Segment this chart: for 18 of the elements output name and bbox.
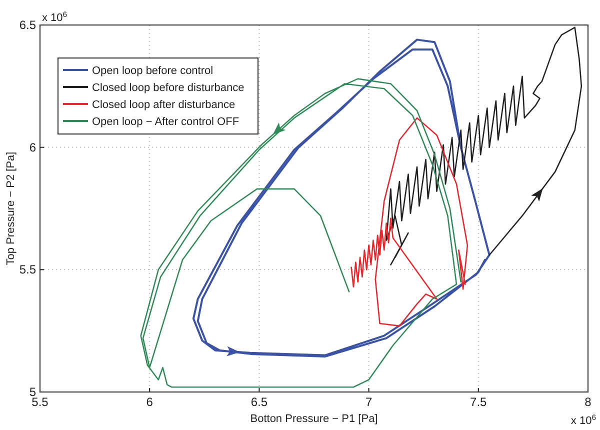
x-tick-label: 6.5 <box>250 395 268 409</box>
y-tick-label: 6 <box>29 140 36 154</box>
legend-label: Open loop before control <box>92 65 214 77</box>
legend-label: Closed loop before disturbance <box>92 82 244 94</box>
x-axis-title: Botton Pressure − P1 [Pa] <box>250 413 378 425</box>
y-tick-label: 6.5 <box>19 18 36 32</box>
legend-label: Open loop − After control OFF <box>92 116 240 128</box>
y-axis-title: Top Pressure − P2 [Pa] <box>5 152 17 266</box>
x-tick-label: 6 <box>146 395 154 409</box>
x-tick-label: 8 <box>584 395 592 409</box>
x-tick-label: 7.5 <box>470 395 488 409</box>
text: x 10$^{6}$ <box>42 10 68 24</box>
text: x 10$^{6}$ <box>570 412 596 427</box>
y-tick-label: 5 <box>29 385 36 399</box>
y-tick-label: 5.5 <box>19 262 36 277</box>
line-series <box>350 117 468 327</box>
x-tick-label: 7 <box>365 395 372 409</box>
legend-label: Closed loop after disturbance <box>92 99 236 111</box>
